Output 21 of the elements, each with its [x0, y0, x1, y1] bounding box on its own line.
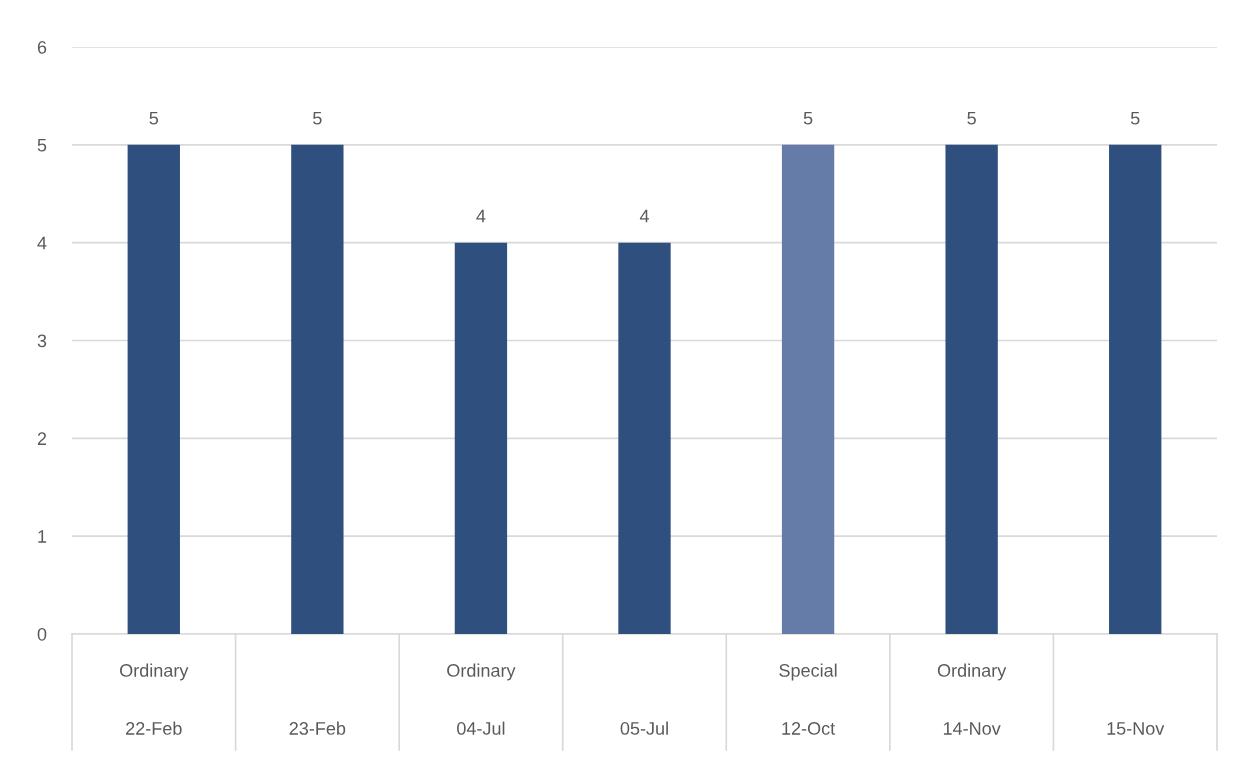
data-label: 4	[639, 209, 649, 223]
data-label: 5	[967, 112, 976, 125]
category-label: Ordinary 14-Nov	[937, 663, 1007, 735]
y-tick-label: 0	[37, 627, 47, 641]
data-label: 4	[476, 209, 486, 223]
y-tick-label: 2	[37, 432, 47, 445]
category-label: Ordinary 04-Jul	[447, 663, 516, 735]
x-tick-label: 23-Feb	[289, 721, 346, 735]
data-label: 5	[149, 112, 159, 125]
data-label: 5	[803, 112, 813, 125]
x-tick-label: 15-Nov	[1107, 722, 1165, 735]
data-label: 5	[1130, 112, 1140, 125]
y-tick-label: 3	[37, 334, 47, 348]
x-tick-label: 05-Jul	[620, 721, 668, 735]
category-label: Ordinary 22-Feb	[120, 663, 189, 735]
y-tick-label: 5	[37, 138, 47, 152]
y-tick-label: 1	[38, 530, 47, 543]
y-tick-label: 4	[37, 236, 47, 250]
category-label: Special 12-Oct	[779, 663, 837, 735]
data-label: 5	[313, 112, 322, 125]
y-tick-label: 6	[37, 40, 47, 54]
